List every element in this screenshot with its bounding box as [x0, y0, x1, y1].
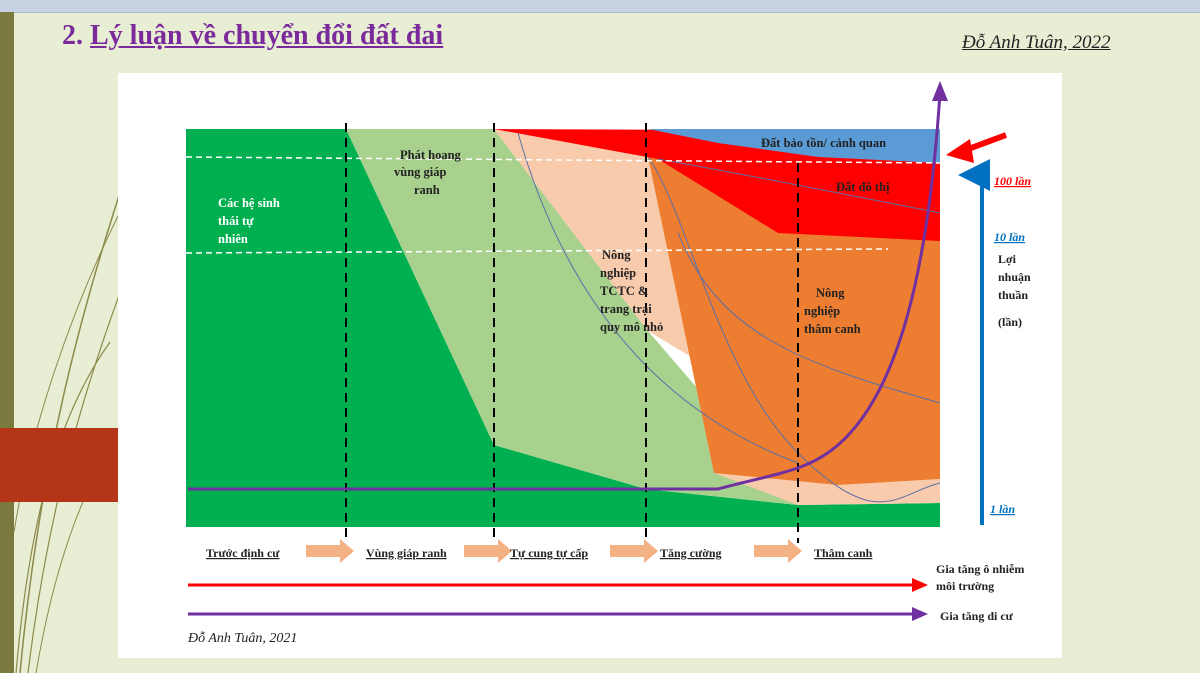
- profit-label-line-3: thuần: [998, 288, 1028, 302]
- stage-arrow-3: [610, 539, 658, 563]
- stage-arrow-2: [464, 539, 512, 563]
- thin-boundary-line-1: [647, 156, 941, 503]
- label-natural-line-1: Các hệ sinh: [218, 196, 280, 210]
- label-urban: Đất đô thị: [836, 180, 890, 194]
- label-subsistence-line-1: Nông: [602, 248, 631, 262]
- left-accent-band: [0, 12, 14, 673]
- label-subsistence-line-5: quy mô nhỏ: [600, 320, 663, 334]
- region-frontier-clearing: [346, 129, 798, 505]
- slide-title: 2. Lý luận về chuyển đổi đất đai: [62, 20, 444, 51]
- label-subsistence-line-2: nghiệp: [600, 266, 636, 280]
- stage-label-pre-settlement: Trước định cư: [206, 546, 280, 560]
- thin-boundary-line-4: [657, 158, 941, 214]
- thin-boundary-line-3: [677, 232, 941, 404]
- label-subsistence-line-4: trang trại: [600, 302, 652, 316]
- label-intensive-line-1: Nông: [816, 286, 845, 300]
- pollution-trend-arrowhead: [912, 578, 928, 592]
- migration-label: Gia tăng di cư: [940, 609, 1014, 623]
- stage-arrow-1: [306, 539, 354, 563]
- stage-label-intensifying: Tăng cường: [660, 546, 722, 560]
- red-side-tab: [0, 428, 118, 502]
- window-top-bar: [0, 0, 1200, 13]
- dashed-level-line-upper: [185, 156, 941, 164]
- stage-label-frontier: Vùng giáp ranh: [366, 546, 447, 560]
- pollution-label-line-1: Gia tăng ô nhiễm: [936, 562, 1024, 576]
- label-natural-line-3: nhiên: [218, 232, 248, 246]
- label-frontier-line-2: vùng giáp: [394, 165, 447, 179]
- profit-tick-10x: 10 lần: [994, 230, 1025, 244]
- stage-label-subsistence: Tự cung tự cấp: [510, 546, 588, 560]
- migration-trend-arrowhead: [912, 607, 928, 621]
- land-transition-diagram: Các hệ sinh thái tự nhiên Phát hoang vùn…: [185, 81, 1031, 623]
- profit-label-line-4: (lần): [998, 315, 1022, 329]
- region-intensive-agriculture: [648, 157, 940, 485]
- label-frontier-line-1: Phát hoang: [400, 148, 462, 162]
- label-frontier-line-3: ranh: [414, 183, 440, 197]
- stage-arrow-4: [754, 539, 802, 563]
- author-credit-top: Đỗ Anh Tuân, 2022: [962, 32, 1111, 53]
- dashed-level-line-lower: [185, 248, 889, 254]
- migration-curve: [188, 92, 942, 491]
- author-credit-bottom: Đỗ Anh Tuân, 2021: [188, 631, 298, 646]
- profit-tick-1x: 1 lần: [990, 502, 1015, 516]
- profit-label-line-2: nhuận: [998, 270, 1031, 284]
- label-intensive-line-2: nghiệp: [804, 304, 840, 318]
- region-natural-ecosystem: [186, 129, 940, 527]
- land-transition-figure: Các hệ sinh thái tự nhiên Phát hoang vùn…: [118, 73, 1062, 658]
- stage-label-intensive: Thâm canh: [814, 546, 873, 560]
- profit-label-line-1: Lợi: [998, 252, 1017, 266]
- region-conservation-landscape: [648, 129, 940, 163]
- red-indicator-arrowhead: [946, 139, 974, 163]
- label-intensive-line-3: thâm canh: [804, 322, 861, 336]
- label-natural-line-2: thái tự: [218, 214, 254, 228]
- thin-boundary-line-2: [517, 132, 799, 464]
- profit-tick-100x: 100 lần: [994, 174, 1031, 188]
- pollution-label-line-2: môi trường: [936, 579, 994, 593]
- label-subsistence-line-3: TCTC &: [600, 284, 648, 298]
- migration-curve-arrowhead: [932, 81, 948, 101]
- label-conservation: Đất bảo tồn/ cảnh quan: [761, 136, 886, 150]
- region-subsistence-farming: [494, 129, 940, 505]
